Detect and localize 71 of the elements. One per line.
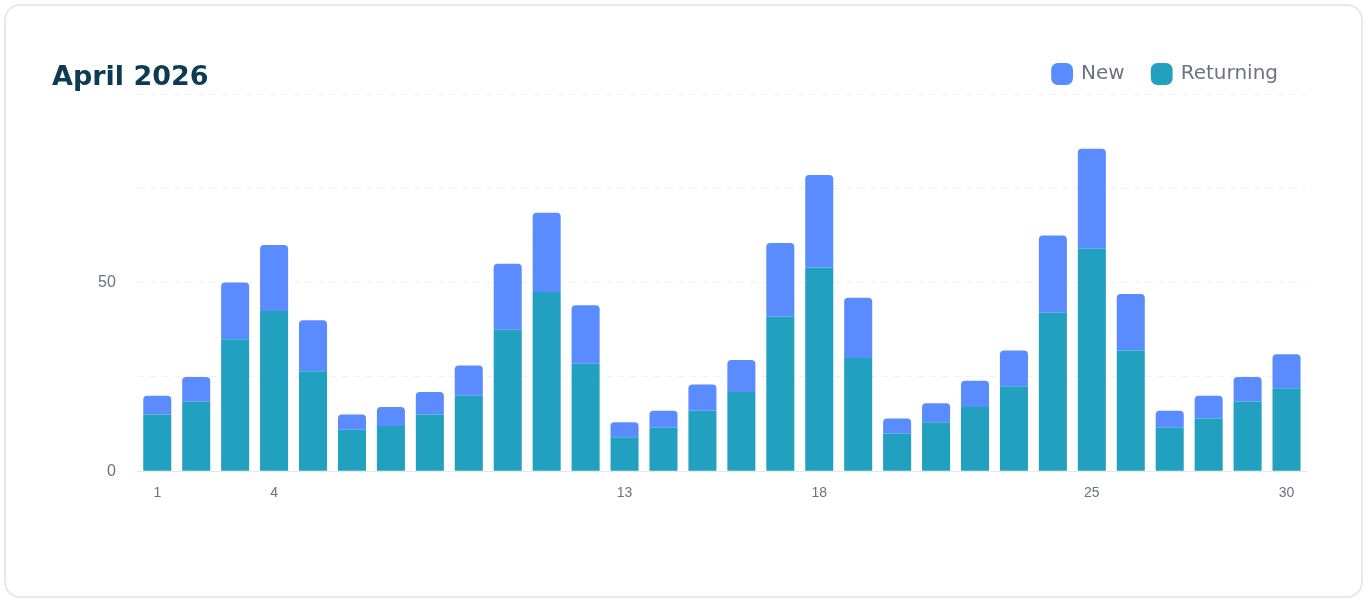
bar	[337, 429, 366, 471]
bar	[766, 242, 795, 317]
bar	[143, 414, 172, 471]
bar	[571, 363, 600, 471]
bar	[143, 395, 172, 415]
bar	[960, 407, 990, 471]
bar	[493, 263, 522, 330]
bar	[415, 391, 444, 415]
bar	[337, 414, 366, 430]
x-tick-label: 13	[616, 484, 633, 501]
bar	[883, 433, 912, 471]
x-tick-label: 1	[153, 484, 162, 501]
legend-label: Returning	[1180, 60, 1278, 85]
bar	[571, 305, 600, 364]
bar	[844, 297, 873, 359]
bar	[922, 403, 951, 423]
x-tick-label: 4	[270, 484, 279, 501]
x-tick-label: 25	[1084, 484, 1100, 501]
bar	[610, 422, 639, 438]
bar	[415, 414, 444, 471]
bar	[299, 320, 328, 372]
bar	[649, 427, 678, 471]
bar	[999, 386, 1028, 471]
bar	[260, 244, 289, 311]
x-tick-label: 18	[811, 484, 828, 501]
bar	[1194, 395, 1223, 419]
bar	[260, 310, 289, 471]
bar	[454, 395, 483, 471]
bar	[999, 350, 1028, 387]
bar	[805, 175, 834, 268]
bar	[1233, 376, 1262, 402]
bar	[182, 376, 211, 402]
bar	[493, 329, 522, 471]
bar	[299, 371, 328, 471]
y-tick-label: 50	[98, 273, 116, 291]
bar	[649, 410, 678, 428]
bar	[376, 425, 405, 471]
bar	[1272, 388, 1301, 471]
bar	[844, 358, 873, 471]
bar	[1155, 427, 1184, 471]
bar	[1077, 148, 1106, 249]
bar	[454, 365, 483, 396]
bar	[182, 401, 211, 471]
bar	[922, 422, 951, 471]
legend-label: New	[1081, 60, 1125, 85]
bar	[1272, 354, 1301, 389]
bar	[960, 380, 990, 408]
chart-title: April 2026	[52, 60, 209, 91]
x-tick-label: 30	[1278, 484, 1295, 501]
bar	[727, 359, 756, 392]
bar	[532, 212, 561, 293]
bar	[1116, 350, 1145, 471]
bar	[883, 418, 912, 434]
bar	[221, 339, 250, 471]
bar	[610, 437, 639, 471]
bar	[805, 267, 834, 471]
bar	[688, 410, 717, 471]
bar	[1155, 410, 1184, 428]
bar	[766, 316, 795, 471]
bar	[1194, 418, 1223, 471]
bar	[688, 384, 717, 411]
bar	[221, 282, 250, 340]
bar	[532, 292, 561, 471]
y-tick-label: 0	[106, 461, 116, 479]
bar	[376, 407, 405, 426]
bar	[1233, 401, 1262, 471]
bar	[1077, 248, 1106, 471]
bar	[727, 391, 756, 471]
bar	[1116, 293, 1145, 351]
bar	[1038, 312, 1067, 471]
bar	[1038, 235, 1067, 313]
